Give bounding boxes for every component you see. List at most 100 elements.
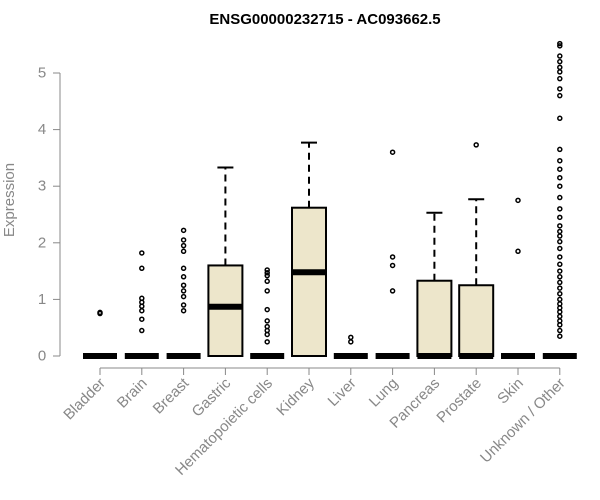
outlier-point bbox=[180, 288, 187, 294]
outlier-point bbox=[557, 174, 563, 181]
y-axis: 0 1 2 3 4 5 bbox=[38, 65, 61, 365]
outlier-point bbox=[557, 166, 563, 172]
outlier-point bbox=[557, 86, 563, 92]
y-tick-label: 5 bbox=[38, 65, 46, 82]
outlier-point bbox=[139, 327, 145, 334]
outlier-point bbox=[557, 245, 563, 252]
outlier-point bbox=[557, 285, 563, 291]
outlier-point bbox=[180, 242, 187, 249]
outlier-point bbox=[389, 288, 396, 294]
outlier-point bbox=[557, 183, 563, 189]
outlier-point bbox=[557, 290, 563, 297]
x-tick-label: Kidney bbox=[273, 374, 318, 419]
box-hematopoietic-cells bbox=[250, 267, 285, 359]
box-body bbox=[291, 206, 327, 357]
outlier-point bbox=[557, 64, 563, 71]
y-axis-label: Expression bbox=[1, 163, 18, 237]
x-tick-label: Skin bbox=[494, 375, 527, 408]
y-tick-label: 2 bbox=[38, 234, 46, 251]
box-bladder bbox=[83, 309, 117, 359]
outlier-point bbox=[264, 270, 270, 276]
outlier-point bbox=[557, 233, 563, 239]
outlier-point bbox=[139, 250, 145, 256]
box-prostate bbox=[458, 142, 495, 359]
box-pancreas bbox=[416, 211, 453, 359]
outlier-point bbox=[180, 265, 187, 272]
box-kidney bbox=[291, 141, 327, 357]
outlier-point bbox=[180, 274, 187, 280]
outlier-point bbox=[180, 248, 187, 255]
outlier-point bbox=[557, 214, 563, 221]
outlier-point bbox=[180, 227, 187, 234]
box-lung bbox=[375, 149, 410, 359]
box-body bbox=[458, 284, 495, 357]
outlier-point bbox=[557, 58, 563, 65]
outlier-point bbox=[348, 334, 354, 341]
outlier-point bbox=[557, 146, 563, 153]
outlier-point bbox=[557, 279, 563, 286]
box-liver bbox=[333, 334, 368, 359]
y-tick-label: 3 bbox=[38, 178, 46, 195]
outlier-point bbox=[557, 313, 563, 320]
outlier-point bbox=[180, 307, 187, 314]
x-tick-label: Liver bbox=[325, 375, 360, 410]
outlier-point bbox=[348, 339, 354, 345]
outlier-point bbox=[139, 307, 145, 314]
outlier-point bbox=[389, 149, 396, 155]
x-tick-label: Breast bbox=[150, 374, 193, 417]
outlier-point bbox=[389, 254, 396, 260]
outlier-point bbox=[139, 295, 145, 302]
outlier-point bbox=[557, 268, 563, 274]
y-tick-label: 1 bbox=[38, 291, 46, 308]
outlier-point bbox=[264, 267, 270, 273]
outlier-point bbox=[515, 197, 521, 204]
outlier-point bbox=[557, 318, 563, 324]
outlier-point bbox=[557, 261, 563, 268]
y-tick-label: 4 bbox=[38, 121, 46, 138]
outlier-point bbox=[97, 309, 103, 316]
box-brain bbox=[124, 250, 159, 359]
outlier-point bbox=[557, 157, 563, 164]
outlier-point bbox=[557, 75, 563, 82]
outlier-point bbox=[557, 223, 563, 229]
outlier-point bbox=[557, 53, 563, 59]
outlier-point bbox=[139, 316, 145, 322]
chart-title: ENSG00000232715 - AC093662.5 bbox=[209, 11, 440, 28]
outlier-point bbox=[557, 238, 563, 245]
x-tick-label: Prostate bbox=[433, 375, 485, 427]
boxes-group bbox=[83, 40, 577, 359]
outlier-point bbox=[557, 228, 563, 235]
box-body bbox=[207, 264, 244, 357]
outlier-point bbox=[264, 278, 270, 285]
box-body bbox=[416, 279, 453, 357]
box-gastric bbox=[207, 166, 244, 357]
outlier-point bbox=[264, 288, 270, 294]
outlier-point bbox=[264, 272, 270, 279]
outlier-point bbox=[557, 40, 563, 47]
outlier-point bbox=[557, 43, 563, 49]
box-skin bbox=[501, 197, 535, 359]
outlier-point bbox=[557, 333, 563, 339]
outlier-point bbox=[557, 296, 563, 303]
outlier-point bbox=[264, 306, 270, 313]
outlier-point bbox=[557, 274, 563, 280]
outlier-point bbox=[180, 302, 187, 308]
outlier-point bbox=[473, 142, 479, 148]
outlier-point bbox=[180, 282, 187, 288]
y-tick-label: 0 bbox=[38, 348, 46, 365]
box-unknown-other bbox=[542, 40, 577, 359]
outlier-point bbox=[557, 194, 563, 201]
outlier-point bbox=[264, 323, 270, 330]
box-breast bbox=[166, 227, 201, 359]
outlier-point bbox=[557, 301, 563, 307]
outlier-point bbox=[557, 92, 563, 99]
outlier-point bbox=[515, 248, 521, 255]
outlier-point bbox=[180, 293, 187, 300]
x-tick-label: Bladder bbox=[60, 375, 109, 424]
outlier-point bbox=[264, 318, 270, 324]
outlier-point bbox=[557, 327, 563, 334]
outlier-point bbox=[557, 69, 563, 75]
x-tick-label: Brain bbox=[114, 375, 151, 412]
